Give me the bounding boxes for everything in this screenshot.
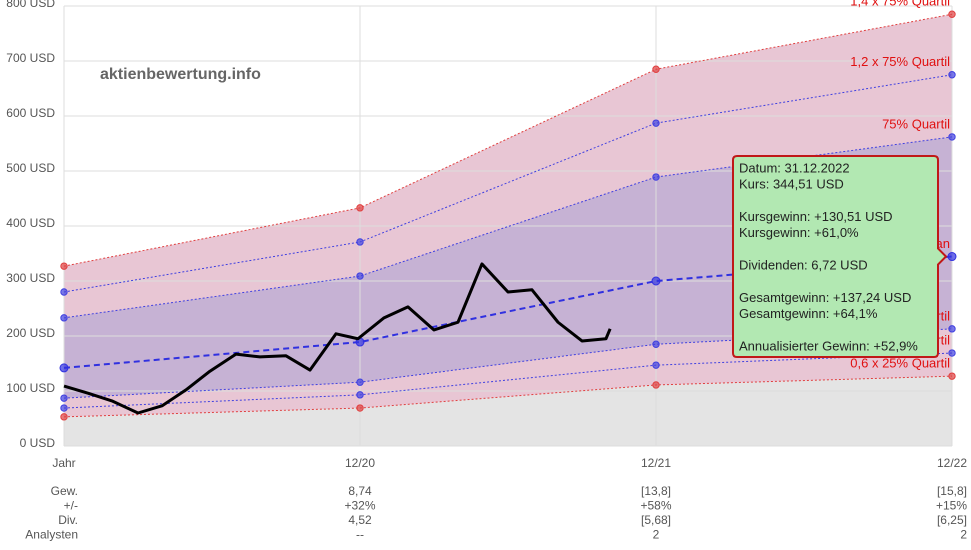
table-cell: [13,8] bbox=[641, 484, 671, 498]
y-tick-label: 800 USD bbox=[6, 0, 55, 10]
series-point bbox=[652, 340, 660, 348]
price-line bbox=[63, 262, 612, 415]
y-tick-label: 0 USD bbox=[20, 436, 56, 450]
series-point bbox=[948, 349, 956, 357]
y-tick-label: 200 USD bbox=[6, 326, 55, 340]
series-label: 0,6 x 25% Quartil bbox=[850, 356, 950, 371]
series-point bbox=[356, 404, 364, 412]
series-point bbox=[60, 314, 68, 322]
series-point bbox=[652, 119, 660, 127]
series-point bbox=[60, 394, 68, 402]
x-tick-label: 12/20 bbox=[345, 456, 375, 470]
series-line bbox=[63, 328, 953, 399]
series-point bbox=[948, 325, 956, 333]
table-cell: +58% bbox=[640, 499, 671, 513]
series-point bbox=[651, 276, 661, 286]
tooltip-line: Annualisierter Gewinn: +52,9% bbox=[739, 338, 918, 353]
series-point bbox=[652, 381, 660, 389]
tooltip-line: Gesamtgewinn: +64,1% bbox=[739, 306, 878, 321]
watermark: aktienbewertung.info bbox=[100, 66, 261, 83]
series-point bbox=[60, 404, 68, 412]
floor-fill bbox=[64, 376, 952, 446]
table-row-label: Gew. bbox=[51, 484, 78, 498]
table-cell: 2 bbox=[960, 528, 967, 542]
y-tick-label: 100 USD bbox=[6, 381, 55, 395]
y-tick-label: 400 USD bbox=[6, 216, 55, 230]
series-label: 75% Quartil bbox=[882, 116, 950, 131]
series-point bbox=[948, 10, 956, 18]
tooltip-box bbox=[732, 155, 948, 358]
table-cell: +32% bbox=[344, 499, 375, 513]
series-label: 1,2 x 75% Quartil bbox=[850, 54, 950, 69]
y-tick-label: 500 USD bbox=[6, 161, 55, 175]
series-point bbox=[652, 173, 660, 181]
series-point bbox=[652, 361, 660, 369]
series-point bbox=[356, 238, 364, 246]
x-tick-label: 12/21 bbox=[641, 456, 671, 470]
series-point bbox=[356, 378, 364, 386]
x-tick-label: 12/22 bbox=[937, 456, 967, 470]
inner-band bbox=[64, 136, 952, 399]
series-point bbox=[356, 391, 364, 399]
x-tick-label: Jahr bbox=[52, 456, 75, 470]
series-point bbox=[652, 65, 660, 73]
series-point bbox=[948, 372, 956, 380]
series-point bbox=[60, 413, 68, 421]
tooltip-line: Kursgewinn: +130,51 USD bbox=[739, 209, 893, 224]
series-point bbox=[947, 252, 957, 262]
table-cell: [15,8] bbox=[937, 484, 967, 498]
series-line bbox=[63, 74, 953, 293]
table-cell: +15% bbox=[936, 499, 967, 513]
series-point bbox=[356, 204, 364, 212]
tooltip-line: Datum: 31.12.2022 bbox=[739, 160, 850, 175]
series-point bbox=[59, 363, 69, 373]
table-cell: [6,25] bbox=[937, 513, 967, 527]
table-cell: -- bbox=[356, 528, 364, 542]
table-row-label: Analysten bbox=[25, 528, 78, 542]
series-line bbox=[63, 352, 953, 409]
series-point bbox=[948, 71, 956, 79]
y-tick-label: 700 USD bbox=[6, 51, 55, 65]
series-point bbox=[948, 133, 956, 141]
tooltip-line: Kursgewinn: +61,0% bbox=[739, 225, 859, 240]
tooltip-line: Gesamtgewinn: +137,24 USD bbox=[739, 290, 911, 305]
series-point bbox=[356, 272, 364, 280]
table-cell: 4,52 bbox=[348, 513, 372, 527]
series-point bbox=[60, 262, 68, 270]
tooltip-line: Kurs: 344,51 USD bbox=[739, 176, 844, 191]
series-line bbox=[63, 13, 953, 267]
y-tick-label: 600 USD bbox=[6, 106, 55, 120]
series-point bbox=[60, 288, 68, 296]
tooltip-line: Dividenden: 6,72 USD bbox=[739, 257, 868, 272]
series-label: 1,4 x 75% Quartil bbox=[850, 0, 950, 9]
table-row-label: +/- bbox=[64, 499, 78, 513]
table-cell: 2 bbox=[653, 528, 660, 542]
table-row-label: Div. bbox=[58, 513, 78, 527]
table-cell: [5,68] bbox=[641, 513, 671, 527]
y-tick-label: 300 USD bbox=[6, 271, 55, 285]
series-line bbox=[63, 375, 953, 418]
table-cell: 8,74 bbox=[348, 484, 372, 498]
